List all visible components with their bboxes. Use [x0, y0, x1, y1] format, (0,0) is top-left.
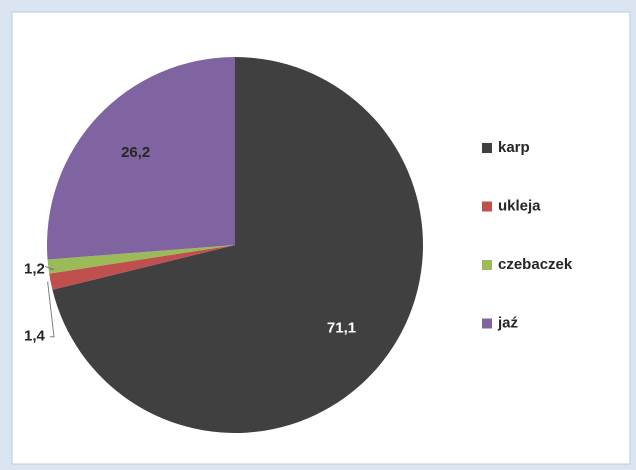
leader-line [45, 266, 55, 271]
pie-slice [46, 57, 235, 260]
legend-label: ukleja [498, 197, 541, 214]
legend-swatch [482, 201, 492, 212]
data-label: 26,2 [121, 144, 150, 161]
pie-slice [47, 245, 236, 274]
legend-label: czebaczek [498, 256, 573, 273]
legend-label: karp [498, 139, 530, 156]
data-label: 1,2 [24, 261, 45, 278]
leader-line [47, 281, 55, 338]
legend-swatch [482, 318, 492, 329]
pie-slice [49, 245, 235, 290]
pie-slice [52, 57, 424, 433]
legend-label: jaź [497, 314, 518, 331]
legend-swatch [482, 143, 492, 153]
data-label: 1,4 [24, 328, 46, 345]
data-label: 71,1 [327, 320, 356, 337]
legend-swatch [482, 260, 492, 270]
